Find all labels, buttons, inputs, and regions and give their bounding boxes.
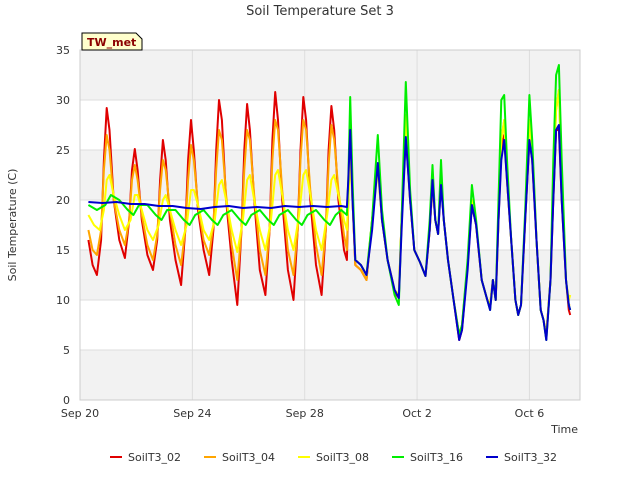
legend-label: SoilT3_04: [222, 451, 275, 464]
y-tick-label: 10: [56, 294, 70, 307]
chart-title: Soil Temperature Set 3: [246, 4, 394, 19]
legend: SoilT3_02 SoilT3_04 SoilT3_08 SoilT3_16 Soil…: [110, 451, 557, 464]
x-tick-label: Oct 6: [515, 407, 545, 420]
y-tick-label: 15: [56, 244, 70, 257]
x-tick-label: Sep 24: [173, 407, 211, 420]
legend-label: SoilT3_32: [504, 451, 557, 464]
y-axis-ticks: 0 5 10 15 20 25 30 35: [56, 44, 70, 407]
x-axis-ticks: Sep 20 Sep 24 Sep 28 Oct 2 Oct 6: [61, 407, 544, 420]
legend-label: SoilT3_16: [410, 451, 463, 464]
plot-band: [80, 350, 580, 400]
y-tick-label: 20: [56, 194, 70, 207]
plot-border: [79, 49, 581, 401]
station-badge-label: TW_met: [87, 36, 136, 49]
y-tick-label: 5: [63, 344, 70, 357]
x-tick-label: Sep 28: [286, 407, 324, 420]
station-badge-box: [81, 32, 143, 51]
legend-label: SoilT3_08: [316, 451, 369, 464]
series-line-soilt3_32: [88, 124, 572, 341]
y-tick-label: 35: [56, 44, 70, 57]
y-tick-label: 25: [56, 144, 70, 157]
station-badge: TW_met: [81, 32, 143, 51]
y-axis-label: Soil Temperature (C): [6, 169, 19, 282]
x-tick-label: Oct 2: [402, 407, 432, 420]
plot-band: [80, 50, 580, 100]
series-lines: [87, 64, 572, 341]
y-tick-label: 30: [56, 94, 70, 107]
legend-label: SoilT3_02: [128, 451, 181, 464]
y-tick-label: 0: [63, 394, 70, 407]
x-tick-label: Sep 20: [61, 407, 99, 420]
x-axis-label: Time: [550, 423, 578, 436]
